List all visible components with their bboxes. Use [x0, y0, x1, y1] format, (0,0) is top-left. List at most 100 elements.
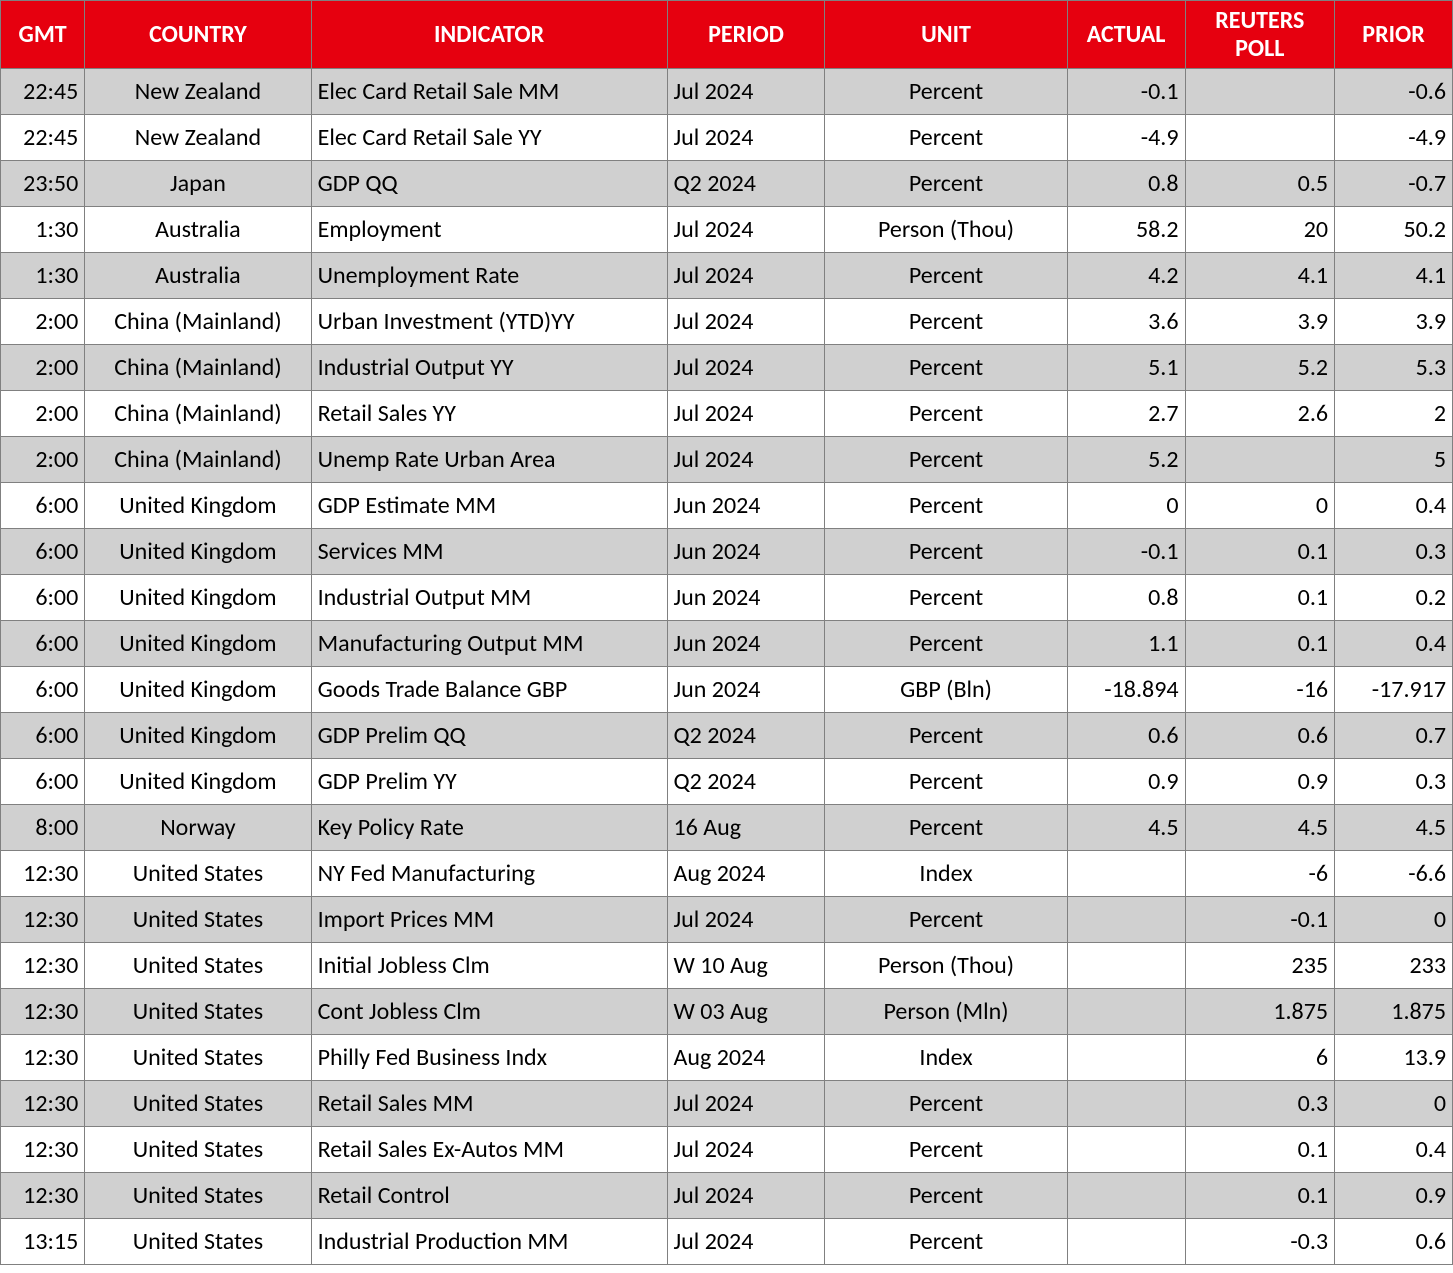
cell-period: Jul 2024	[667, 345, 825, 391]
cell-country: United Kingdom	[85, 667, 311, 713]
cell-actual: 1.1	[1067, 621, 1185, 667]
cell-actual: 5.2	[1067, 437, 1185, 483]
cell-period: Jul 2024	[667, 207, 825, 253]
cell-indicator: Elec Card Retail Sale YY	[311, 115, 667, 161]
cell-actual: -18.894	[1067, 667, 1185, 713]
cell-poll: 2.6	[1185, 391, 1335, 437]
cell-poll: -0.3	[1185, 1219, 1335, 1265]
col-header-poll: REUTERS POLL	[1185, 1, 1335, 69]
cell-unit: Percent	[825, 529, 1067, 575]
cell-indicator: GDP Prelim QQ	[311, 713, 667, 759]
cell-poll: 0.1	[1185, 621, 1335, 667]
cell-unit: Person (Thou)	[825, 207, 1067, 253]
cell-indicator: GDP QQ	[311, 161, 667, 207]
cell-country: Australia	[85, 253, 311, 299]
col-header-actual: ACTUAL	[1067, 1, 1185, 69]
table-row: 22:45New ZealandElec Card Retail Sale YY…	[1, 115, 1453, 161]
cell-actual: 4.2	[1067, 253, 1185, 299]
cell-indicator: NY Fed Manufacturing	[311, 851, 667, 897]
cell-gmt: 6:00	[1, 483, 85, 529]
cell-period: Jul 2024	[667, 1173, 825, 1219]
cell-poll: 3.9	[1185, 299, 1335, 345]
cell-prior: 0	[1335, 897, 1453, 943]
cell-unit: Percent	[825, 115, 1067, 161]
cell-poll	[1185, 69, 1335, 115]
table-row: 12:30United StatesCont Jobless ClmW 03 A…	[1, 989, 1453, 1035]
table-row: 23:50JapanGDP QQQ2 2024Percent0.80.5-0.7	[1, 161, 1453, 207]
table-row: 6:00United KingdomGDP Prelim QQQ2 2024Pe…	[1, 713, 1453, 759]
cell-poll: 20	[1185, 207, 1335, 253]
cell-country: Australia	[85, 207, 311, 253]
cell-prior: 0.9	[1335, 1173, 1453, 1219]
cell-period: Jul 2024	[667, 253, 825, 299]
cell-gmt: 8:00	[1, 805, 85, 851]
cell-poll: 5.2	[1185, 345, 1335, 391]
cell-gmt: 6:00	[1, 667, 85, 713]
cell-indicator: Initial Jobless Clm	[311, 943, 667, 989]
cell-poll: 4.1	[1185, 253, 1335, 299]
cell-gmt: 2:00	[1, 345, 85, 391]
cell-poll: 0.9	[1185, 759, 1335, 805]
cell-actual	[1067, 989, 1185, 1035]
cell-indicator: Import Prices MM	[311, 897, 667, 943]
cell-indicator: Retail Sales YY	[311, 391, 667, 437]
cell-unit: Index	[825, 851, 1067, 897]
cell-poll: 0.3	[1185, 1081, 1335, 1127]
cell-unit: Index	[825, 1035, 1067, 1081]
cell-indicator: Employment	[311, 207, 667, 253]
cell-country: United Kingdom	[85, 621, 311, 667]
cell-country: China (Mainland)	[85, 437, 311, 483]
cell-unit: Percent	[825, 713, 1067, 759]
cell-indicator: Services MM	[311, 529, 667, 575]
cell-country: United Kingdom	[85, 483, 311, 529]
cell-country: United States	[85, 851, 311, 897]
table-row: 2:00China (Mainland)Unemp Rate Urban Are…	[1, 437, 1453, 483]
cell-country: United States	[85, 1127, 311, 1173]
cell-period: Jun 2024	[667, 667, 825, 713]
cell-country: Norway	[85, 805, 311, 851]
table-row: 13:15United StatesIndustrial Production …	[1, 1219, 1453, 1265]
cell-period: W 10 Aug	[667, 943, 825, 989]
cell-gmt: 13:15	[1, 1219, 85, 1265]
table-row: 1:30AustraliaEmploymentJul 2024Person (T…	[1, 207, 1453, 253]
cell-prior: -6.6	[1335, 851, 1453, 897]
cell-period: Jun 2024	[667, 575, 825, 621]
cell-period: Jun 2024	[667, 529, 825, 575]
cell-poll: -6	[1185, 851, 1335, 897]
cell-gmt: 1:30	[1, 253, 85, 299]
table-row: 6:00United KingdomServices MMJun 2024Per…	[1, 529, 1453, 575]
cell-actual	[1067, 1081, 1185, 1127]
table-row: 12:30United StatesRetail ControlJul 2024…	[1, 1173, 1453, 1219]
cell-unit: Percent	[825, 253, 1067, 299]
table-row: 12:30United StatesRetail Sales Ex-Autos …	[1, 1127, 1453, 1173]
cell-gmt: 2:00	[1, 437, 85, 483]
cell-actual: -0.1	[1067, 529, 1185, 575]
cell-unit: Percent	[825, 345, 1067, 391]
cell-gmt: 12:30	[1, 1127, 85, 1173]
cell-period: Jun 2024	[667, 483, 825, 529]
cell-indicator: Urban Investment (YTD)YY	[311, 299, 667, 345]
table-row: 6:00United KingdomManufacturing Output M…	[1, 621, 1453, 667]
cell-country: United Kingdom	[85, 575, 311, 621]
cell-actual: 0.8	[1067, 161, 1185, 207]
cell-poll: 6	[1185, 1035, 1335, 1081]
cell-indicator: Unemployment Rate	[311, 253, 667, 299]
cell-unit: Percent	[825, 437, 1067, 483]
cell-country: United Kingdom	[85, 529, 311, 575]
table-header-row: GMT COUNTRY INDICATOR PERIOD UNIT ACTUAL…	[1, 1, 1453, 69]
col-header-gmt: GMT	[1, 1, 85, 69]
cell-prior: 0.4	[1335, 483, 1453, 529]
economic-calendar-table: GMT COUNTRY INDICATOR PERIOD UNIT ACTUAL…	[0, 0, 1453, 1265]
cell-gmt: 12:30	[1, 897, 85, 943]
cell-unit: Percent	[825, 1219, 1067, 1265]
cell-prior: 5.3	[1335, 345, 1453, 391]
cell-country: Japan	[85, 161, 311, 207]
cell-actual: 5.1	[1067, 345, 1185, 391]
cell-actual: -4.9	[1067, 115, 1185, 161]
table-row: 6:00United KingdomGDP Estimate MMJun 202…	[1, 483, 1453, 529]
cell-period: Q2 2024	[667, 759, 825, 805]
cell-poll	[1185, 115, 1335, 161]
cell-actual	[1067, 943, 1185, 989]
cell-indicator: Industrial Output YY	[311, 345, 667, 391]
cell-period: Q2 2024	[667, 713, 825, 759]
